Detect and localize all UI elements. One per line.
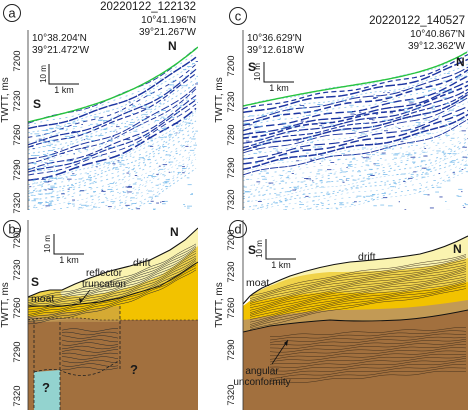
panel-c-start-lat: 10°36.629'N	[247, 33, 302, 44]
panel-b-tick-7200: 7200	[12, 227, 23, 248]
panel-d-letter: d	[234, 222, 241, 237]
panel-d-seafloor	[243, 235, 468, 305]
interpretation-b	[28, 220, 198, 410]
panel-a-axis: TWTT, ms 7200 7230 7260 7290 7320	[0, 30, 29, 214]
panel-b-scale-bar: 10 m 1 km	[43, 234, 84, 265]
panel-c-tick-7290: 7290	[226, 157, 237, 178]
panel-c-north-label: N	[456, 55, 465, 69]
panel-a-vertical-scale: 10 m	[39, 65, 48, 83]
panel-d-axis: TWTT, ms 7200 7230 7260 7290 7320	[214, 220, 244, 410]
panel-b: b N S 10 m 1 km reflector truncation dri…	[0, 220, 198, 410]
panel-a-south-label: S	[33, 97, 41, 111]
panel-b-question-left: ?	[42, 380, 50, 395]
panel-a-horizontal-scale: 1 km	[54, 85, 74, 95]
panel-c-end-lon: 39°12.362'W	[408, 41, 466, 52]
panel-c-letter: c	[235, 9, 242, 24]
panel-d-badge	[229, 220, 247, 238]
panel-d-tick-7290: 7290	[226, 339, 237, 360]
panel-b-axis-label: TWTT, ms	[0, 282, 11, 328]
panel-c-scale-bar: 10 m 1 km	[253, 62, 294, 93]
seismic-profile-a	[28, 46, 198, 210]
panel-a-tick-7290: 7290	[12, 159, 23, 180]
panel-a-line-id: 20220122_122132	[100, 1, 196, 13]
panel-d-tick-7200: 7200	[226, 229, 237, 250]
panel-d-horizontal-scale: 1 km	[271, 260, 291, 270]
panel-d-moat-label: moat	[246, 277, 269, 289]
panel-c-axis: TWTT, ms 7200 7230 7260 7290 7320	[214, 30, 244, 211]
panel-c-tick-7260: 7260	[226, 124, 237, 145]
panel-b-basement-unit	[34, 370, 60, 410]
panel-b-tick-7290: 7290	[12, 341, 23, 362]
panel-c-line-id: 20220122_140527	[369, 15, 465, 27]
panel-c-end-lat: 10°40.867'N	[410, 29, 465, 40]
panel-c-tick-7230: 7230	[226, 91, 237, 112]
panel-b-tick-7230: 7230	[12, 259, 23, 280]
panel-d-tick-7320: 7320	[226, 384, 237, 405]
panel-d-tick-7230: 7230	[226, 261, 237, 282]
panel-d-south-label: S	[248, 243, 256, 257]
panel-a-tick-7260: 7260	[12, 124, 23, 145]
panel-a-scale-bar: 10 m 1 km	[39, 64, 79, 95]
panel-b-question-right: ?	[130, 362, 138, 377]
seismic-profile-c	[243, 50, 468, 210]
interpretation-d	[243, 220, 468, 410]
panel-d-unconformity-label: unconformity	[233, 377, 290, 388]
panel-a-letter: a	[8, 6, 16, 21]
panel-b-drift-label: drift	[133, 257, 151, 269]
panel-b-north-label: N	[170, 225, 179, 239]
panel-b-seafloor	[28, 227, 198, 298]
panel-a-end-lon: 39°21.267'W	[139, 27, 197, 38]
panel-a-end-lat: 10°41.196'N	[141, 15, 196, 26]
panel-b-reflector-label: reflector	[86, 268, 123, 279]
panel-c-horizontal-scale: 1 km	[269, 83, 289, 93]
panel-a-start-lon: 39°21.472'W	[32, 45, 90, 56]
panel-d-north-label: N	[453, 242, 462, 256]
panel-b-south-label: S	[31, 275, 39, 289]
panel-b-truncation-label: truncation	[82, 279, 126, 290]
panel-a-axis-label: TWTT, ms	[0, 77, 11, 123]
panel-b-moat-label: moat	[31, 293, 54, 305]
panel-b-tick-7260: 7260	[12, 297, 23, 318]
panel-d-vertical-scale: 10 m	[255, 240, 264, 258]
panel-b-letter: b	[8, 222, 15, 237]
panel-a-north-label: N	[168, 39, 177, 53]
panel-b-vertical-scale: 10 m	[43, 235, 52, 253]
panel-a-tick-7230: 7230	[12, 90, 23, 111]
panel-a-tick-7320: 7320	[12, 192, 23, 213]
panel-d-axis-label: TWTT, ms	[214, 282, 225, 328]
panel-d-drift-label: drift	[358, 251, 376, 263]
panel-a-tick-7200: 7200	[12, 50, 23, 71]
panel-a-start-lat: 10°38.204'N	[32, 33, 87, 44]
panel-c-tick-7320: 7320	[226, 189, 237, 210]
panel-c: c 20220122_140527 10°40.867'N 39°12.362'…	[214, 7, 468, 211]
panel-b-drift-upper	[60, 228, 198, 296]
panel-a: a 20220122_122132 10°41.196'N 39°21.267'…	[0, 1, 198, 214]
panel-b-horizontal-scale: 1 km	[59, 255, 79, 265]
panel-d-scale-bar: 10 m 1 km	[255, 239, 296, 270]
panel-c-start-lon: 39°12.618'W	[247, 45, 305, 56]
panel-c-vertical-scale: 10 m	[253, 63, 262, 81]
panel-b-axis: TWTT, ms 7200 7230 7260 7290 7320	[0, 220, 29, 410]
panel-c-tick-7200: 7200	[226, 55, 237, 76]
panel-c-axis-label: TWTT, ms	[214, 77, 225, 123]
panel-c-badge	[229, 7, 247, 25]
panel-b-badge	[3, 220, 21, 238]
panel-d: d N S 10 m 1 km drift moat angular uncon…	[214, 220, 468, 410]
panel-b-tick-7320: 7320	[12, 385, 23, 406]
panel-a-badge	[3, 4, 21, 22]
panel-d-angular-label: angular	[245, 366, 279, 377]
panel-d-drift-upper	[262, 236, 468, 288]
panel-c-south-label: S	[248, 60, 256, 74]
panel-d-tick-7260: 7260	[226, 297, 237, 318]
